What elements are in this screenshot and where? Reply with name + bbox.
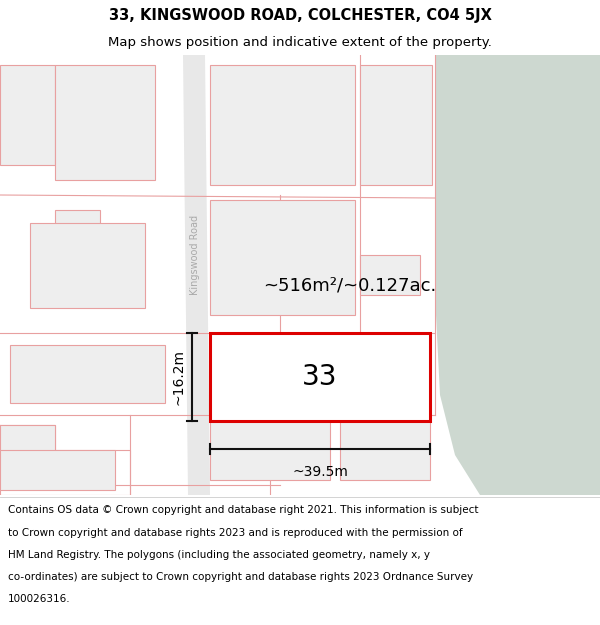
Text: 33, KINGSWOOD ROAD, COLCHESTER, CO4 5JX: 33, KINGSWOOD ROAD, COLCHESTER, CO4 5JX (109, 8, 491, 23)
Text: ~16.2m: ~16.2m (171, 349, 185, 405)
Text: Contains OS data © Crown copyright and database right 2021. This information is : Contains OS data © Crown copyright and d… (8, 506, 478, 516)
Bar (210, 420, 330, 480)
Text: HM Land Registry. The polygons (including the associated geometry, namely x, y: HM Land Registry. The polygons (includin… (8, 549, 430, 559)
Bar (55, 65, 155, 180)
Polygon shape (435, 55, 600, 495)
Bar (30, 223, 145, 308)
Bar (210, 65, 355, 185)
Text: 33: 33 (302, 363, 338, 391)
Bar (360, 255, 420, 295)
Text: to Crown copyright and database rights 2023 and is reproduced with the permissio: to Crown copyright and database rights 2… (8, 528, 463, 538)
Text: co-ordinates) are subject to Crown copyright and database rights 2023 Ordnance S: co-ordinates) are subject to Crown copyr… (8, 572, 473, 582)
Polygon shape (183, 55, 210, 495)
Text: ~516m²/~0.127ac.: ~516m²/~0.127ac. (263, 276, 437, 294)
Text: 100026316.: 100026316. (8, 594, 70, 604)
Bar (0, 425, 55, 485)
Bar (10, 345, 165, 403)
Bar (340, 420, 430, 480)
Text: Kingswood Road: Kingswood Road (190, 215, 200, 295)
Bar (55, 210, 100, 255)
Bar (360, 65, 432, 185)
Text: Map shows position and indicative extent of the property.: Map shows position and indicative extent… (108, 36, 492, 49)
Text: ~39.5m: ~39.5m (292, 465, 348, 479)
Bar (0, 450, 115, 490)
Polygon shape (480, 455, 520, 495)
Bar (210, 200, 355, 315)
Bar (0, 65, 55, 165)
Bar (210, 333, 430, 421)
